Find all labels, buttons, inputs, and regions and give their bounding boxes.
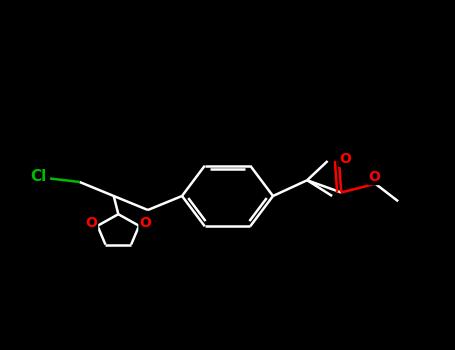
Text: Cl: Cl bbox=[30, 169, 47, 184]
Text: O: O bbox=[139, 216, 151, 230]
Text: O: O bbox=[86, 216, 97, 230]
Text: O: O bbox=[339, 152, 351, 166]
Text: O: O bbox=[368, 170, 380, 184]
